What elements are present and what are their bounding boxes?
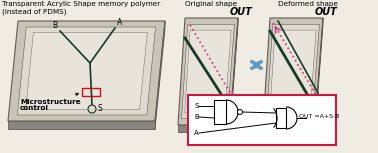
- Polygon shape: [178, 18, 238, 125]
- Circle shape: [88, 105, 96, 113]
- Text: S: S: [194, 103, 198, 109]
- Polygon shape: [230, 18, 238, 132]
- Text: B: B: [52, 21, 57, 30]
- Bar: [276, 108, 286, 128]
- Text: B: B: [194, 114, 199, 120]
- Polygon shape: [266, 24, 319, 119]
- Polygon shape: [8, 121, 155, 129]
- Bar: [214, 100, 226, 124]
- Text: A: A: [194, 130, 199, 136]
- Text: Deformed shape: Deformed shape: [278, 1, 338, 7]
- Polygon shape: [185, 30, 231, 113]
- Polygon shape: [26, 32, 147, 110]
- Polygon shape: [263, 125, 315, 132]
- FancyBboxPatch shape: [188, 95, 336, 145]
- Text: OUT: OUT: [230, 7, 253, 17]
- Polygon shape: [8, 21, 165, 121]
- Text: S: S: [97, 104, 102, 113]
- Text: OUT: OUT: [315, 7, 338, 17]
- Text: OUT =A+S·B: OUT =A+S·B: [299, 114, 339, 119]
- Polygon shape: [178, 125, 230, 132]
- Text: Transparent Acrylic Shape memory polymer
(instead of PDMS): Transparent Acrylic Shape memory polymer…: [2, 1, 160, 15]
- Text: A: A: [117, 18, 122, 27]
- Polygon shape: [155, 21, 165, 129]
- Polygon shape: [17, 27, 156, 115]
- Text: Original shape: Original shape: [185, 1, 237, 7]
- Polygon shape: [181, 24, 234, 119]
- Polygon shape: [270, 30, 316, 113]
- Bar: [82, 88, 100, 96]
- Circle shape: [237, 110, 243, 114]
- Polygon shape: [263, 18, 323, 125]
- Text: Microstructure
control: Microstructure control: [20, 93, 81, 112]
- Polygon shape: [315, 18, 323, 132]
